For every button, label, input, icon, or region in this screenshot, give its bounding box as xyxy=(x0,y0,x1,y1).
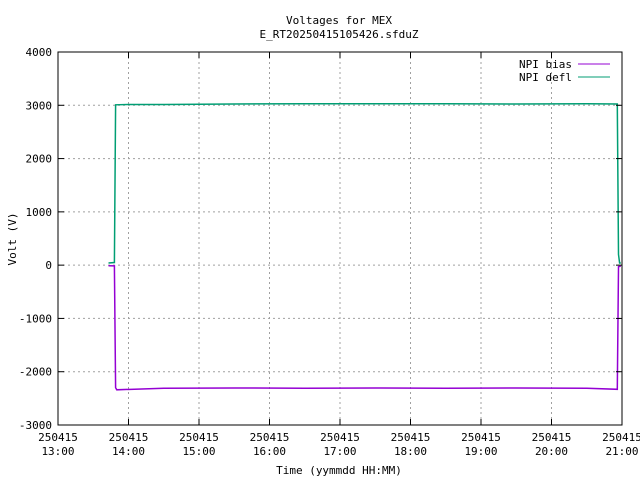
plot-series xyxy=(108,102,621,391)
y-tick-label: 1000 xyxy=(26,206,53,219)
x-tick-date-label: 250415 xyxy=(38,431,78,444)
x-tick-time-label: 17:00 xyxy=(323,445,356,458)
x-tick-date-label: 250415 xyxy=(391,431,431,444)
x-tick-date-label: 250415 xyxy=(320,431,360,444)
x-tick-date-label: 250415 xyxy=(179,431,219,444)
x-tick-time-label: 19:00 xyxy=(464,445,497,458)
y-tick-label: 2000 xyxy=(26,153,53,166)
y-tick-label: 4000 xyxy=(26,46,53,59)
grid-lines xyxy=(58,52,622,425)
chart-subtitle: E_RT20250415105426.sfduZ xyxy=(260,28,419,41)
x-tick-date-label: 250415 xyxy=(250,431,290,444)
x-tick-time-label: 13:00 xyxy=(41,445,74,458)
y-tick-label: 3000 xyxy=(26,99,53,112)
x-tick-time-label: 16:00 xyxy=(253,445,286,458)
x-tick-date-label: 250415 xyxy=(532,431,572,444)
x-tick-time-label: 18:00 xyxy=(394,445,427,458)
y-tick-label: -1000 xyxy=(19,312,52,325)
x-tick-time-label: 20:00 xyxy=(535,445,568,458)
series-line-npi-defl xyxy=(108,102,621,264)
x-tick-time-label: 15:00 xyxy=(182,445,215,458)
x-tick-date-label: 250415 xyxy=(109,431,149,444)
x-axis-label: Time (yymmdd HH:MM) xyxy=(276,464,402,477)
chart-title: Voltages for MEX xyxy=(286,14,392,27)
x-tick-time-label: 21:00 xyxy=(605,445,638,458)
legend: NPI bias NPI defl xyxy=(519,58,610,84)
x-tick-date-label: 250415 xyxy=(602,431,640,444)
legend-label-npi-bias: NPI bias xyxy=(519,58,572,71)
x-tick-time-label: 14:00 xyxy=(112,445,145,458)
y-tick-label: -2000 xyxy=(19,366,52,379)
y-axis-label: Volt (V) xyxy=(6,213,19,266)
y-tick-label: -3000 xyxy=(19,419,52,432)
series-line-npi-bias xyxy=(108,264,621,391)
axis-ticks: -3000-2000-10000100020003000400025041513… xyxy=(19,46,640,458)
x-tick-date-label: 250415 xyxy=(461,431,501,444)
legend-label-npi-defl: NPI defl xyxy=(519,71,572,84)
y-tick-label: 0 xyxy=(45,259,52,272)
